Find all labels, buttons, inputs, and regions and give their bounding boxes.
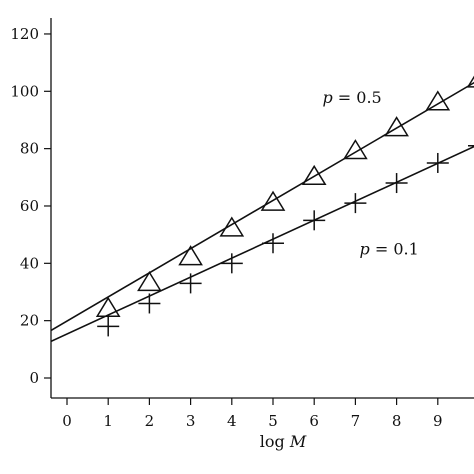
- plus-point: [262, 233, 284, 254]
- y-tick-label: 0: [29, 369, 39, 387]
- triangle-point: [260, 190, 286, 211]
- x-tick-label: 3: [186, 412, 196, 430]
- plus-point: [303, 210, 326, 231]
- x-tick-label: 0: [62, 412, 72, 430]
- y-axis-ticks: 0 20 40 60 80 100 120: [10, 25, 51, 387]
- annotations: p = 0.5 p = 0.1: [322, 88, 418, 259]
- fit-line-1: [51, 81, 474, 332]
- x-tick-label: 4: [227, 412, 237, 430]
- plus-point: [385, 173, 408, 194]
- triangle-point: [219, 216, 245, 237]
- x-tick-label: 2: [145, 412, 155, 430]
- x-tick-label: 6: [309, 412, 319, 430]
- annotation-2: p = 0.1: [360, 240, 419, 259]
- plus-point: [468, 145, 474, 147]
- triangle-point: [425, 90, 451, 111]
- y-tick-label: 80: [20, 140, 39, 158]
- annotation-1: p = 0.5: [322, 88, 381, 107]
- triangle-point: [178, 245, 203, 266]
- x-tick-label: 1: [103, 412, 113, 430]
- x-tick-label: 7: [351, 412, 361, 430]
- data-markers: [95, 75, 474, 337]
- x-axis-ticks: 0 1 2 3 4 5 6 7 8 9: [62, 398, 443, 430]
- plus-point: [179, 273, 202, 294]
- triangle-point: [343, 139, 368, 160]
- y-tick-label: 20: [20, 312, 39, 330]
- triangle-point: [95, 296, 121, 317]
- plus-point: [97, 316, 120, 337]
- y-tick-label: 100: [10, 82, 39, 100]
- plus-point: [426, 152, 449, 173]
- y-tick-label: 120: [10, 25, 39, 43]
- plus-point: [220, 253, 243, 274]
- plus-point: [344, 193, 367, 214]
- triangle-point: [301, 164, 327, 186]
- x-tick-label: 8: [392, 412, 402, 430]
- x-tick-label: 9: [433, 412, 443, 430]
- triangle-point: [384, 116, 409, 137]
- x-tick-label: 5: [268, 412, 278, 430]
- y-tick-label: 40: [20, 254, 39, 272]
- x-axis-title: log M: [260, 432, 307, 451]
- y-tick-label: 60: [20, 197, 39, 215]
- triangle-point: [137, 270, 162, 292]
- plus-point: [138, 293, 161, 314]
